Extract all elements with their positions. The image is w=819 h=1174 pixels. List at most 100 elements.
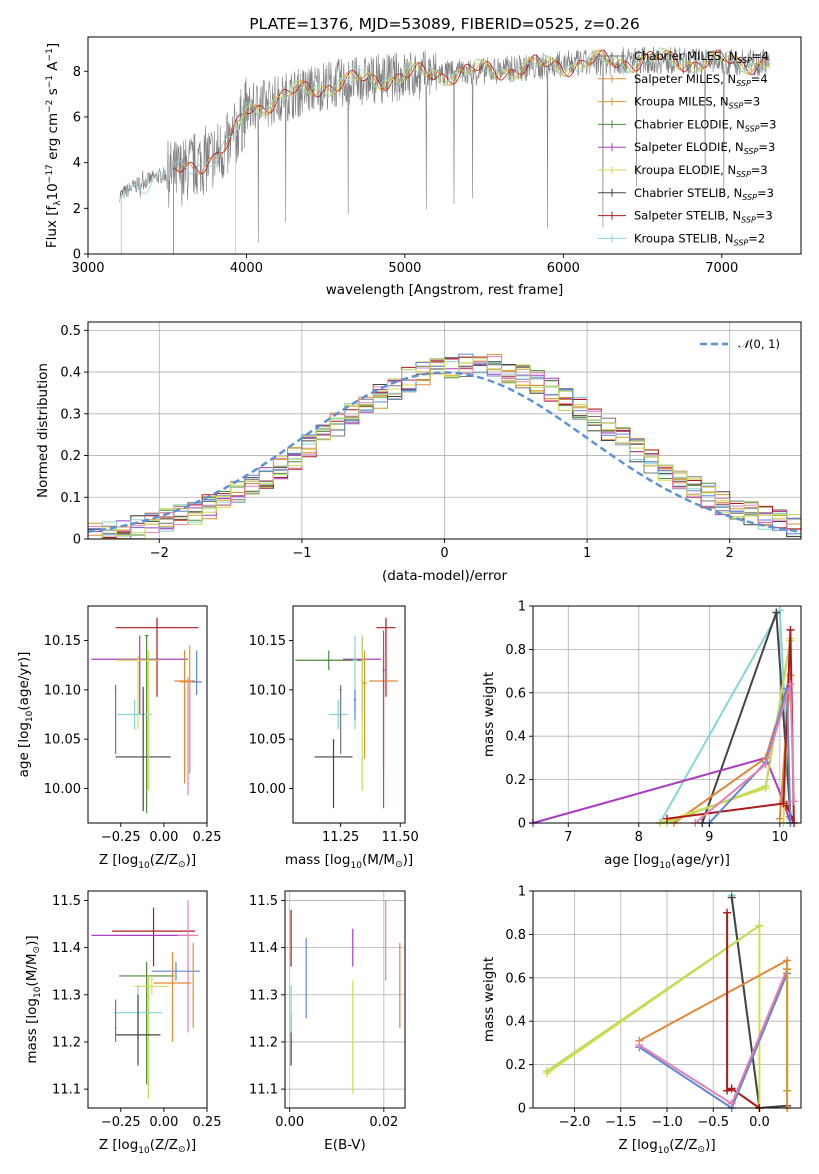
x-tick-label: 0 <box>440 546 448 561</box>
weight-marker <box>783 1086 792 1095</box>
y-tick-label: 0.2 <box>60 449 81 464</box>
x-tick-label: 2 <box>726 546 734 561</box>
x-axis-label-part: Z [log <box>99 852 138 868</box>
x-axis-label-part: 10 <box>138 861 150 871</box>
y-tick-label: 10.15 <box>249 634 286 649</box>
y-axis-label-part: f <box>44 204 60 210</box>
weight-line-0 <box>659 606 792 824</box>
legend-entry-name: Kroupa MILES, N <box>634 95 729 109</box>
y-axis-label: mass weight <box>481 957 497 1042</box>
x-axis-label: Z [log10(Z/Z⊙)] <box>99 852 196 871</box>
y-tick-label: 11.5 <box>249 894 278 909</box>
x-tick-label: 11.25 <box>322 830 359 845</box>
weight-marker <box>789 797 798 806</box>
y-axis-label-part: 10 <box>25 710 35 722</box>
y-tick-label: 0.8 <box>505 928 526 943</box>
y-axis-label-part: erg cm <box>45 113 61 164</box>
histogram-chart-plot <box>87 353 802 540</box>
weight-marker <box>723 908 732 917</box>
x-axis-label-part: )] <box>705 1137 716 1153</box>
mass-ebv-chart: 0.00 0.02 11.1 11.2 11.3 11.4 11.5 E(B-V) <box>249 890 406 1153</box>
legend-entry: 𝒩(0, 1) <box>738 337 780 351</box>
y-axis-label: mass [log10(M/M⊙)] <box>24 935 43 1063</box>
x-tick-label: 8 <box>635 830 643 845</box>
age-mass-chart: 11.25 11.50 10.00 10.05 10.10 10.15 mass [log1… <box>249 605 419 871</box>
legend-entry: Chabrier ELODIE, NSSP=3 <box>634 117 776 133</box>
y-axis-label: Flux [fλ10−17 erg cm−2 s−1 A−1] <box>44 43 63 248</box>
legend-entry-name: Chabrier ELODIE, N <box>634 117 745 131</box>
model-line-kroupa-elodie <box>235 48 770 254</box>
legend-entry-count: =3 <box>756 209 773 223</box>
x-tick-label: 0.25 <box>193 1115 222 1130</box>
legend-entry-count: =2 <box>748 231 765 245</box>
y-tick-label: 10.10 <box>249 683 286 698</box>
legend-entry-count: =4 <box>752 49 769 63</box>
x-axis-label-part: ⊙ <box>178 1145 186 1155</box>
y-tick-label: 11.5 <box>52 894 81 909</box>
y-tick-label: 0.3 <box>60 407 81 422</box>
y-tick-label: 0.5 <box>60 324 81 339</box>
y-tick-label: 0.6 <box>505 686 526 701</box>
legend-entry-subscript: SSP <box>729 102 744 111</box>
legend-entry-subscript: SSP <box>736 79 751 88</box>
weight-marker <box>783 965 792 974</box>
x-tick-label: 6000 <box>547 261 580 276</box>
legend-entry-subscript: SSP <box>741 216 756 225</box>
y-tick-label: 0 <box>73 533 81 548</box>
legend-entry: Salpeter STELIB, NSSP=3 <box>634 209 773 225</box>
weight-age-chart-plot <box>529 606 798 827</box>
weight-marker <box>755 921 764 930</box>
weight-line-4 <box>659 638 792 824</box>
weight-line-8 <box>694 683 795 824</box>
legend-entry-name: Salpeter MILES, N <box>634 72 736 86</box>
y-tick-label: 10.00 <box>249 782 286 797</box>
y-axis-label-part: −17 <box>45 164 55 183</box>
y-tick-label: 6 <box>73 110 81 125</box>
y-tick-label: 0.4 <box>505 730 526 745</box>
x-tick-label: 0.00 <box>149 1115 178 1130</box>
legend-entry-count: =4 <box>751 72 768 86</box>
histogram-legend: 𝒩(0, 1) <box>700 337 780 351</box>
mass-ebv-chart-plot <box>290 900 401 1094</box>
y-tick-label: 0 <box>518 817 526 832</box>
x-axis-label-part: (Z/Z <box>150 1137 178 1153</box>
y-axis-label-part: −1 <box>45 48 55 61</box>
y-tick-label: 11.3 <box>249 988 278 1003</box>
x-axis-label-part: ⊙ <box>395 860 403 870</box>
x-tick-label: −2 <box>150 546 169 561</box>
y-tick-label: 0 <box>518 1102 526 1117</box>
weight-age-chart-frame <box>532 605 802 824</box>
x-axis-label: Z [log10(Z/Z⊙)] <box>99 1137 196 1156</box>
x-tick-label: 0.00 <box>275 1115 304 1130</box>
spectrum-chart-plot <box>119 46 770 254</box>
legend-entry-subscript: SSP <box>744 147 759 156</box>
weight-marker <box>723 1086 732 1095</box>
weight-metallicity-chart-plot <box>542 891 792 1112</box>
x-tick-label: 11.50 <box>382 830 419 845</box>
weight-marker <box>761 760 770 769</box>
x-axis-label-part: age [log <box>604 852 659 868</box>
y-tick-label: 11.3 <box>52 988 81 1003</box>
histogram-chart: −2 −1 0 1 2 0 0.1 0.2 0.3 0.4 0.5 (data-model)/erro… <box>35 321 802 584</box>
y-axis-label-part: 10 <box>33 986 43 998</box>
legend-entry: Chabrier STELIB, NSSP=3 <box>634 186 774 202</box>
y-tick-label: 10.15 <box>44 634 81 649</box>
x-axis-label-part: 10 <box>350 861 362 871</box>
legend-entry-name: Salpeter ELODIE, N <box>634 140 744 154</box>
y-axis-label-part: −1 <box>45 75 55 88</box>
weight-line-5 <box>726 912 760 1109</box>
y-axis-label-part: −2 <box>45 100 55 113</box>
y-axis-label: Normed distribution <box>35 363 51 498</box>
weight-marker <box>786 680 795 689</box>
age-mass-chart-frame <box>292 605 406 824</box>
weight-marker <box>786 625 795 634</box>
legend-entry: Salpeter ELODIE, NSSP=3 <box>634 140 775 156</box>
x-axis-label: E(B-V) <box>324 1137 366 1153</box>
weight-marker <box>783 956 792 965</box>
y-tick-label: 0.1 <box>60 491 81 506</box>
x-axis-label-part: (age/yr)] <box>671 852 730 868</box>
